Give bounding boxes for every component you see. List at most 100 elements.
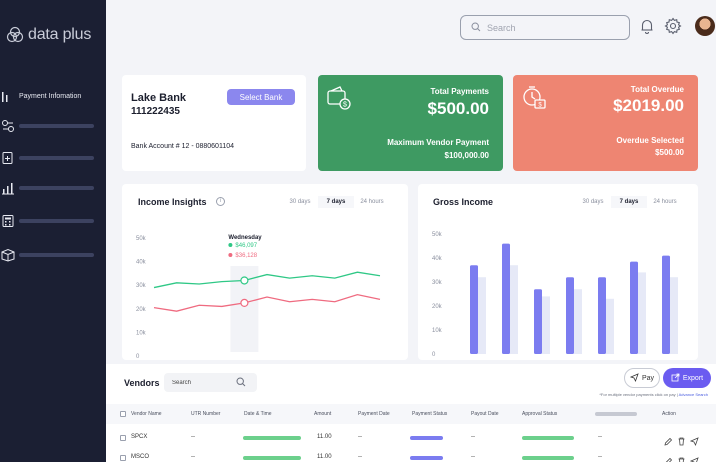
bar-series-2 — [574, 289, 582, 354]
send-icon — [629, 372, 639, 384]
table-row[interactable]: MSCO -- 11.00 -- -- -- — [106, 449, 716, 462]
income-insights-title: Income Insights — [138, 197, 207, 207]
bar-series-2 — [638, 272, 646, 354]
gross-income-chart: 0 10k 20k 30k 40k 50k — [432, 232, 678, 358]
gross-income-panel: 0 10k 20k 30k 40k 50k Gross Income 30 days 7 … — [418, 184, 698, 360]
sidebar-item-documents[interactable] — [0, 150, 106, 166]
tab-7-days[interactable]: 7 days — [611, 196, 647, 208]
svg-text:$: $ — [343, 102, 347, 109]
wallet-icon: $ — [326, 85, 352, 111]
info-icon[interactable]: i — [216, 197, 225, 206]
payment-status-bar — [410, 456, 443, 460]
bar-series-1 — [502, 243, 510, 354]
avatar[interactable] — [695, 16, 715, 36]
vendors-note: *For multiple vendor payments click on p… — [599, 392, 708, 397]
max-vendor-payment-value: $100,000.00 — [444, 151, 490, 160]
bank-number: 111222435 — [131, 106, 180, 117]
column-amount[interactable]: Amount — [314, 411, 332, 417]
send-icon[interactable] — [689, 453, 699, 462]
vendors-section: Vendors Pay Export *For multiple vendor … — [106, 364, 716, 462]
total-payments-label: Total Payments — [430, 87, 489, 96]
logo-icon — [6, 26, 24, 44]
row-checkbox[interactable] — [120, 455, 126, 461]
vendors-search[interactable] — [164, 373, 257, 392]
payout-date: -- — [471, 434, 475, 440]
tab-24-hours[interactable]: 24 hours — [360, 199, 384, 205]
column-payment-status[interactable]: Payment Status — [412, 411, 448, 417]
total-overdue-value: $2019.00 — [613, 96, 684, 115]
total-overdue-label: Total Overdue — [630, 85, 684, 94]
sidebar-item-packages[interactable] — [0, 247, 106, 263]
overdue-selected-label: Overdue Selected — [616, 136, 684, 145]
extra-value: -- — [598, 454, 602, 460]
row-checkbox[interactable] — [120, 435, 126, 441]
send-icon[interactable] — [689, 433, 699, 447]
series-line-2 — [153, 293, 381, 312]
gross-income-title: Gross Income — [433, 197, 494, 207]
income-insights-panel: 0 10k 20k 30k 40k 50k Wednesday $46,097 $36,128 … — [122, 184, 408, 360]
bell-icon[interactable] — [638, 17, 656, 35]
column-payment-date[interactable]: Payment Date — [358, 411, 390, 417]
tooltip-dot-red — [228, 253, 233, 257]
column-approval-status[interactable]: Approval Status — [522, 411, 558, 417]
y-tick-label: 10k — [432, 328, 443, 334]
brand[interactable]: data plus — [6, 24, 106, 46]
tab-30-days[interactable]: 30 days — [289, 199, 311, 205]
pay-button[interactable]: Pay — [624, 368, 660, 388]
column-hidden-placeholder — [595, 412, 637, 416]
export-icon — [671, 373, 680, 384]
vendors-search-input[interactable] — [172, 379, 236, 386]
utr-number: -- — [191, 434, 195, 440]
table-header: Vendor Name UTR Number Date & Time Amoun… — [106, 404, 716, 424]
y-tick-label: 30k — [136, 283, 147, 289]
svg-text:$: $ — [538, 103, 542, 109]
bar-series-1 — [470, 265, 478, 354]
y-tick-label: 20k — [136, 307, 147, 313]
edit-icon[interactable] — [664, 453, 673, 462]
sidebar-item-placeholder — [19, 124, 94, 128]
column-action: Action — [662, 411, 676, 417]
select-bank-button[interactable]: Select Bank — [227, 89, 295, 105]
transfer-icon — [1, 119, 15, 133]
growth-chart-icon — [1, 181, 15, 195]
table-row[interactable]: SPCX -- 11.00 -- -- -- — [106, 428, 716, 448]
search-icon — [236, 374, 246, 392]
tab-7-days[interactable]: 7 days — [318, 196, 354, 208]
trash-icon[interactable] — [677, 453, 686, 462]
total-payments-value: $500.00 — [427, 99, 489, 118]
sidebar-item-growth[interactable] — [0, 180, 106, 196]
package-icon — [1, 248, 15, 262]
series-line-1 — [153, 271, 381, 289]
search-input[interactable] — [487, 22, 617, 33]
export-button[interactable]: Export — [663, 368, 711, 388]
column-payout-date[interactable]: Payout Date — [471, 411, 499, 417]
sidebar-item-transfers[interactable] — [0, 118, 106, 134]
edit-icon[interactable] — [664, 433, 673, 446]
sidebar-item-payment-information[interactable]: Payment Infomation — [0, 88, 106, 104]
sidebar-item-calculator[interactable] — [0, 213, 106, 229]
tab-24-hours[interactable]: 24 hours — [653, 199, 677, 205]
max-vendor-payment-label: Maximum Vendor Payment — [387, 138, 489, 147]
income-range-tabs: 30 days 7 days 24 hours — [282, 196, 390, 208]
sidebar-item-label: Payment Infomation — [19, 92, 82, 100]
tab-30-days[interactable]: 30 days — [582, 199, 604, 205]
vendors-note-text: *For multiple vendor payments click on p… — [599, 392, 678, 397]
trash-icon[interactable] — [677, 433, 686, 446]
column-date-time[interactable]: Date & Time — [244, 411, 272, 417]
advance-search-link[interactable]: Advance Search — [678, 392, 708, 397]
vendor-name: MSCO — [131, 454, 149, 460]
search-box[interactable] — [460, 15, 630, 40]
select-all-checkbox[interactable] — [120, 411, 126, 417]
gear-icon[interactable] — [664, 17, 682, 35]
approval-status-bar — [522, 436, 574, 440]
sidebar: data plus Payment Infomation — [0, 0, 106, 462]
payment-status-bar — [410, 436, 443, 440]
search-icon — [471, 19, 481, 37]
bar-series-2 — [510, 265, 518, 354]
y-tick-label: 10k — [136, 330, 147, 336]
total-payments-card: $ Total Payments $500.00 Maximum Vendor … — [318, 75, 503, 171]
bank-account: Bank Account # 12 - 0880601104 — [131, 143, 235, 150]
approval-status-bar — [522, 456, 574, 460]
column-utr-number[interactable]: UTR Number — [191, 411, 221, 417]
column-vendor-name[interactable]: Vendor Name — [131, 411, 162, 417]
